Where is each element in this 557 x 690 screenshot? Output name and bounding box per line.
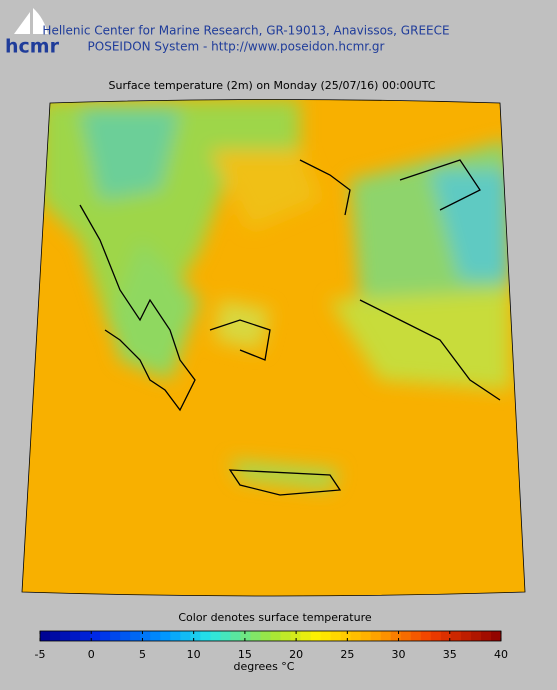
colorbar-swatch [320, 631, 332, 641]
colorbar-tick-label: 20 [289, 648, 303, 661]
colorbar-swatch [440, 631, 452, 641]
coastline [79, 159, 501, 496]
colorbar-tick-label: 25 [340, 648, 354, 661]
colorbar-swatch [230, 631, 241, 641]
colorbar-swatch [170, 631, 181, 641]
colorbar-swatch [410, 631, 422, 641]
colorbar-swatch [40, 631, 51, 641]
colorbar-swatch [120, 631, 131, 641]
colorbar-swatch [390, 631, 402, 641]
colorbar-swatch [50, 631, 61, 641]
colorbar-swatch [250, 631, 261, 641]
colorbar-swatch [280, 631, 292, 641]
colorbar-swatch [450, 631, 462, 641]
colorbar-swatch [200, 631, 211, 641]
colorbar-tick-label: -5 [35, 648, 46, 661]
map-title: Surface temperature (2m) on Monday (25/0… [109, 79, 436, 92]
colorbar-tick-label: 30 [392, 648, 406, 661]
colorbar-swatch [380, 631, 392, 641]
colorbar-swatch [360, 631, 372, 641]
logo-sail [14, 8, 48, 34]
colorbar-swatch [310, 631, 322, 641]
colorbar-swatch [90, 631, 101, 641]
colorbar-swatch [270, 631, 282, 641]
colorbar-swatch [430, 631, 442, 641]
colorbar-tick-label: 40 [494, 648, 508, 661]
colorbar-tick-label: 15 [238, 648, 252, 661]
colorbar-swatch [300, 631, 312, 641]
colorbar-swatch [420, 631, 432, 641]
colorbar-swatch [190, 631, 201, 641]
colorbar: -5 0 5 10 15 20 25 30 35 40 [35, 630, 508, 661]
colorbar-swatch [130, 631, 141, 641]
colorbar-unit: degrees °C [234, 660, 295, 673]
colorbar-swatch [110, 631, 121, 641]
colorbar-swatch [490, 631, 502, 641]
colorbar-tick-label: 10 [187, 648, 201, 661]
map-frame [21, 99, 526, 597]
colorbar-swatch [400, 631, 412, 641]
colorbar-swatch [480, 631, 492, 641]
header-line: POSEIDON System - http://www.poseidon.hc… [88, 40, 385, 54]
temperature-field [22, 99, 525, 596]
colorbar-swatch [150, 631, 161, 641]
colorbar-swatch [470, 631, 482, 641]
colorbar-swatch [330, 631, 342, 641]
colorbar-swatch [350, 631, 362, 641]
colorbar-swatch [460, 631, 472, 641]
colorbar-swatch [220, 631, 231, 641]
colorbar-tick-label: 0 [88, 648, 95, 661]
colorbar-swatch [240, 631, 251, 641]
logo-text: hcmr [5, 36, 60, 58]
colorbar-swatch [60, 631, 71, 641]
land-field [40, 100, 510, 490]
colorbar-swatch [180, 631, 191, 641]
colorbar-tick-label: 5 [139, 648, 146, 661]
colorbar-swatch [160, 631, 171, 641]
colorbar-swatch [340, 631, 352, 641]
colorbar-swatch [260, 631, 271, 641]
colorbar-swatch [210, 631, 221, 641]
colorbar-swatch [100, 631, 111, 641]
colorbar-frame [39, 630, 502, 642]
colorbar-swatch [80, 631, 91, 641]
colorbar-swatch [140, 631, 151, 641]
colorbar-label: Color denotes surface temperature [178, 611, 372, 624]
colorbar-swatch [290, 631, 302, 641]
colorbar-tick-label: 35 [443, 648, 457, 661]
colorbar-swatch [70, 631, 81, 641]
header-line: Hellenic Center for Marine Research, GR-… [42, 24, 449, 38]
colorbar-swatch [370, 631, 382, 641]
